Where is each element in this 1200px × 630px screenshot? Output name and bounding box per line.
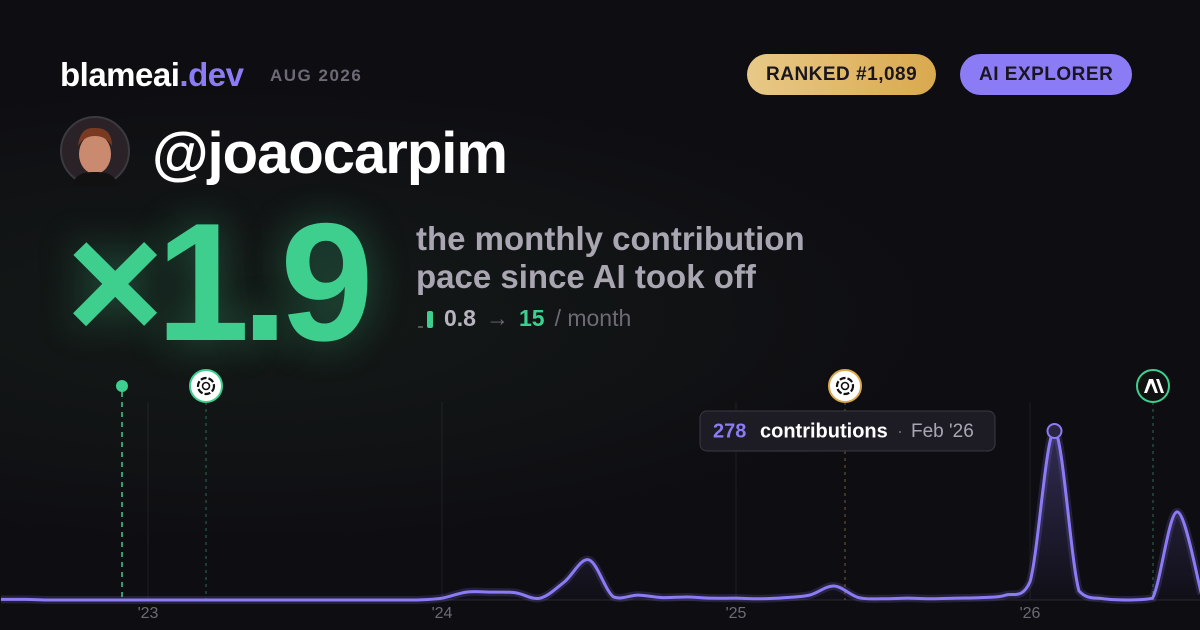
multiplier: ×1.9 xyxy=(66,188,374,376)
pace: 0.8 → 15 / month xyxy=(418,305,631,332)
tooltip-separator: · xyxy=(897,421,903,441)
avatar xyxy=(60,116,130,186)
tooltip: 278 contributions · Feb '26 xyxy=(699,410,996,452)
brand-tld: .dev xyxy=(179,56,244,93)
x-tick-label: '24 xyxy=(432,605,453,622)
tooltip-label: contributions xyxy=(760,420,888,442)
tooltip-value: 278 xyxy=(713,420,746,442)
pace-before: 0.8 xyxy=(444,305,476,331)
brand-name: blameai xyxy=(60,56,180,93)
anthropic-icon xyxy=(1136,369,1170,403)
rank-badge: RANKED #1,089 xyxy=(747,54,937,95)
tooltip-date: Feb '26 xyxy=(911,421,974,442)
event-markers xyxy=(116,369,1170,600)
description: the monthly contribution pace since AI t… xyxy=(416,220,805,296)
line xyxy=(0,429,1200,602)
tier-badge: AI EXPLORER xyxy=(960,54,1133,95)
pace-unit: / month xyxy=(554,305,632,331)
description-line: pace since AI took off xyxy=(416,258,756,295)
openai-icon xyxy=(189,369,223,403)
openai-icon xyxy=(828,369,862,403)
pace-after: 15 xyxy=(518,305,545,331)
pace-arrow: → xyxy=(485,305,509,331)
tooltip-box xyxy=(699,410,996,452)
brand: blameai.dev xyxy=(60,56,244,94)
peak-marker xyxy=(1046,423,1063,439)
period: AUG 2026 xyxy=(270,66,363,85)
username: @joaocarpim xyxy=(152,121,508,186)
description-line: the monthly contribution xyxy=(416,220,805,257)
x-tick-label: '26 xyxy=(1020,605,1041,622)
x-tick-label: '23 xyxy=(138,605,159,622)
x-tick-label: '25 xyxy=(726,605,747,622)
pace-icon xyxy=(418,310,433,328)
event-dot xyxy=(116,380,128,392)
